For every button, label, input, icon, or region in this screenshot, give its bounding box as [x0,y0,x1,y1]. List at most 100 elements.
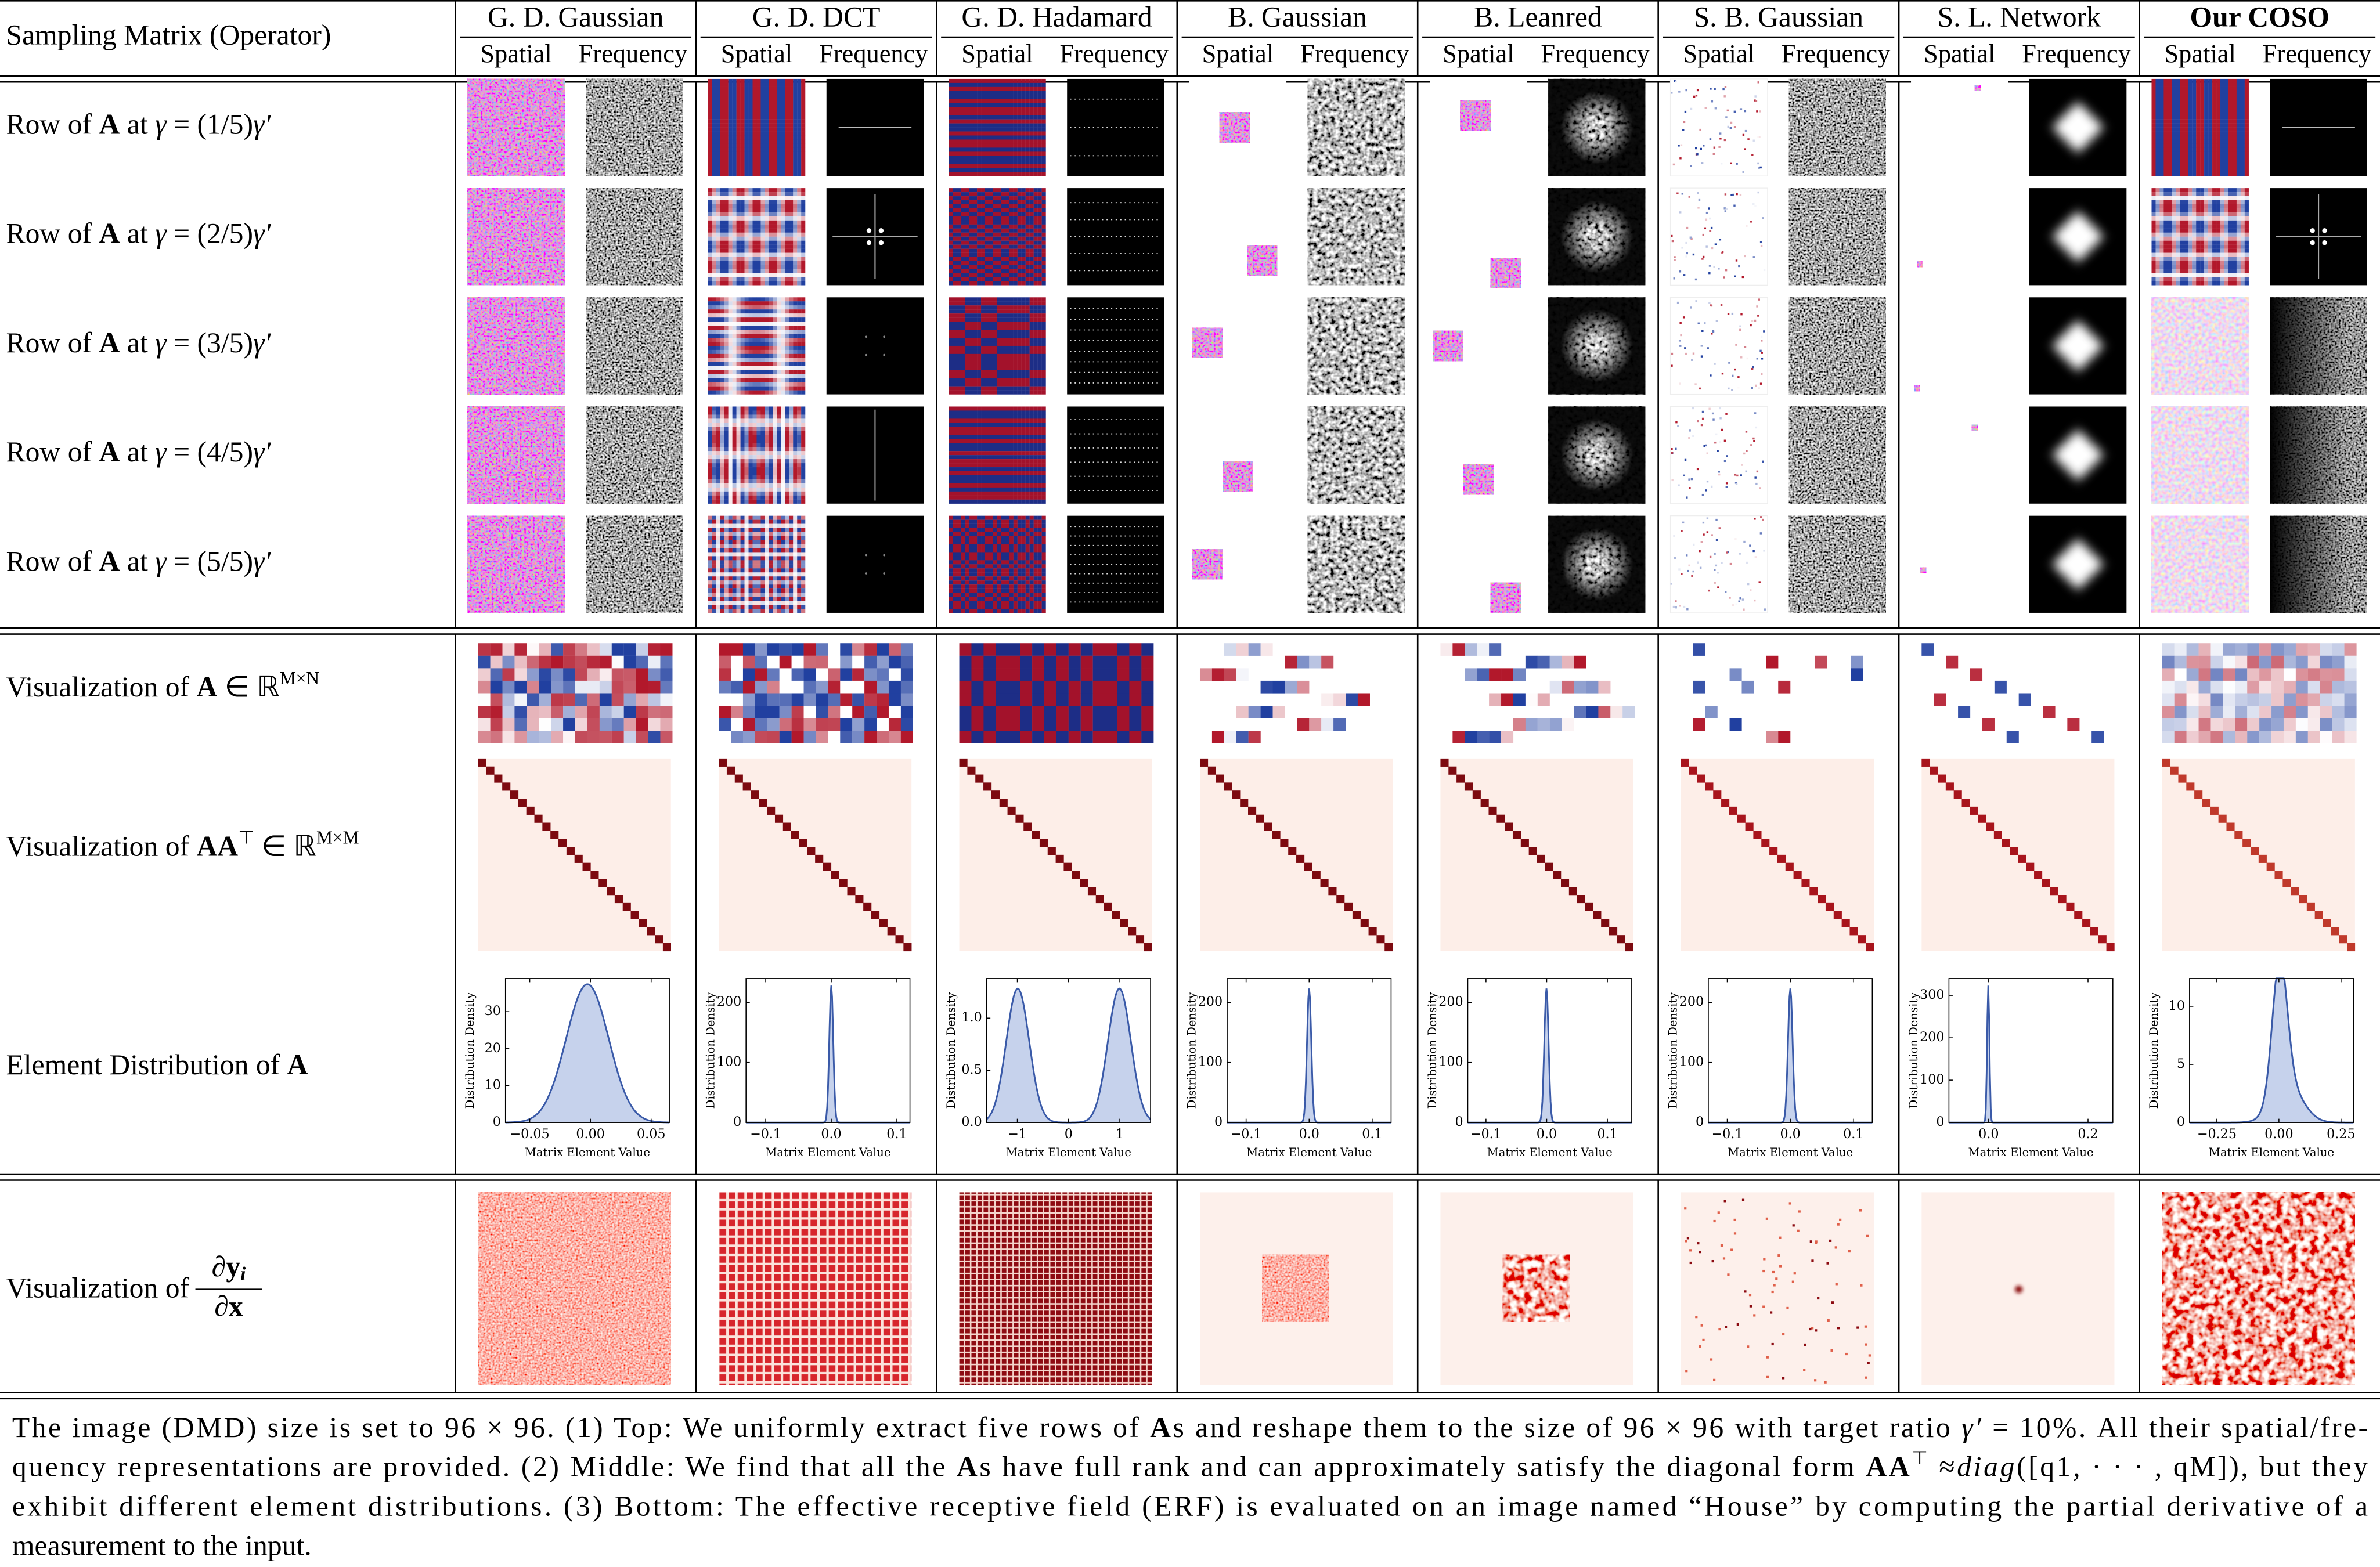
pixel [961,353,965,358]
pixel [708,467,712,472]
pixel [985,337,990,342]
pixel [740,519,745,524]
pixel [785,248,789,253]
pixel [1033,196,1038,201]
pixel [1037,107,1042,111]
pixel [736,564,741,569]
pixel [957,374,961,378]
spectrum [1067,297,1164,395]
pixel [977,196,982,201]
pixel [760,119,765,124]
pixel [949,208,953,213]
pixel [981,236,986,241]
pixel [773,374,777,378]
pixel [965,188,969,193]
pixel [977,200,982,205]
pixel [736,608,741,613]
pixel [765,479,769,484]
pixel [760,317,765,322]
pixel [1021,143,1026,148]
pixel [1005,204,1009,209]
pixel [769,115,773,120]
pixel [760,322,765,326]
column-subtitle: Spatial [2164,39,2235,68]
pixel [716,576,720,581]
pixel [797,107,802,111]
pixel [712,349,716,355]
pixel [720,248,724,253]
pixel [961,334,965,338]
pixel [708,309,712,314]
pixel [708,257,712,261]
pixel [801,228,806,233]
pixel [752,499,757,504]
pixel [961,196,965,201]
pixel [1013,435,1018,439]
pixel [993,82,998,87]
pixel [712,107,716,111]
pixel [777,244,781,249]
pixel [732,188,737,193]
pixel [1001,317,1005,322]
pixel [752,483,757,488]
pixel [732,224,737,229]
pixel [985,366,990,370]
pixel [748,208,753,213]
pixel [760,345,765,351]
pixel [993,139,998,144]
pixel [777,317,781,322]
pixel [785,273,789,277]
pixel [953,322,957,326]
pixel [785,540,789,544]
pixel [724,131,729,136]
pixel [724,479,729,484]
pixel [736,584,741,589]
pixel [1033,414,1038,419]
pixel [740,483,745,488]
column-subtitle: Spatial [961,39,1033,68]
fraction-numerator: ∂yi [212,1251,246,1285]
pixel [1021,151,1026,156]
pixel [1029,317,1034,322]
pixel [993,95,998,99]
pixel [740,544,745,548]
pixel [1017,370,1022,374]
pixel [949,143,953,148]
pixel [744,528,749,532]
pixel [997,115,1002,120]
text-run: Row of [6,436,99,468]
pixel [993,143,998,148]
pixel [1041,257,1046,261]
pixel [965,313,969,318]
pixel [793,240,798,245]
pixel [949,160,953,164]
pixel [1021,326,1026,330]
pixel [1017,261,1022,265]
pixel [744,119,749,124]
pixel [720,467,724,472]
pixel [708,532,712,536]
pixel [953,349,957,355]
pixel [969,119,973,124]
pixel [777,353,781,358]
pixel [1001,358,1005,362]
pixel [965,103,969,107]
pixel [740,439,745,443]
pixel [716,82,720,87]
pixel [708,208,712,213]
pixel [801,463,806,468]
pixel [744,608,749,613]
pixel [1037,366,1042,370]
pixel [736,78,741,84]
pixel [1001,265,1005,269]
pixel [1041,317,1046,322]
pixel [953,127,957,132]
pixel [748,358,753,362]
pixel [769,200,773,205]
pixel [740,265,745,269]
pixel [965,427,969,431]
pixel [793,95,798,99]
pixel [1029,95,1034,99]
column-subtitle: Spatial [721,39,792,68]
pixel [769,427,773,431]
